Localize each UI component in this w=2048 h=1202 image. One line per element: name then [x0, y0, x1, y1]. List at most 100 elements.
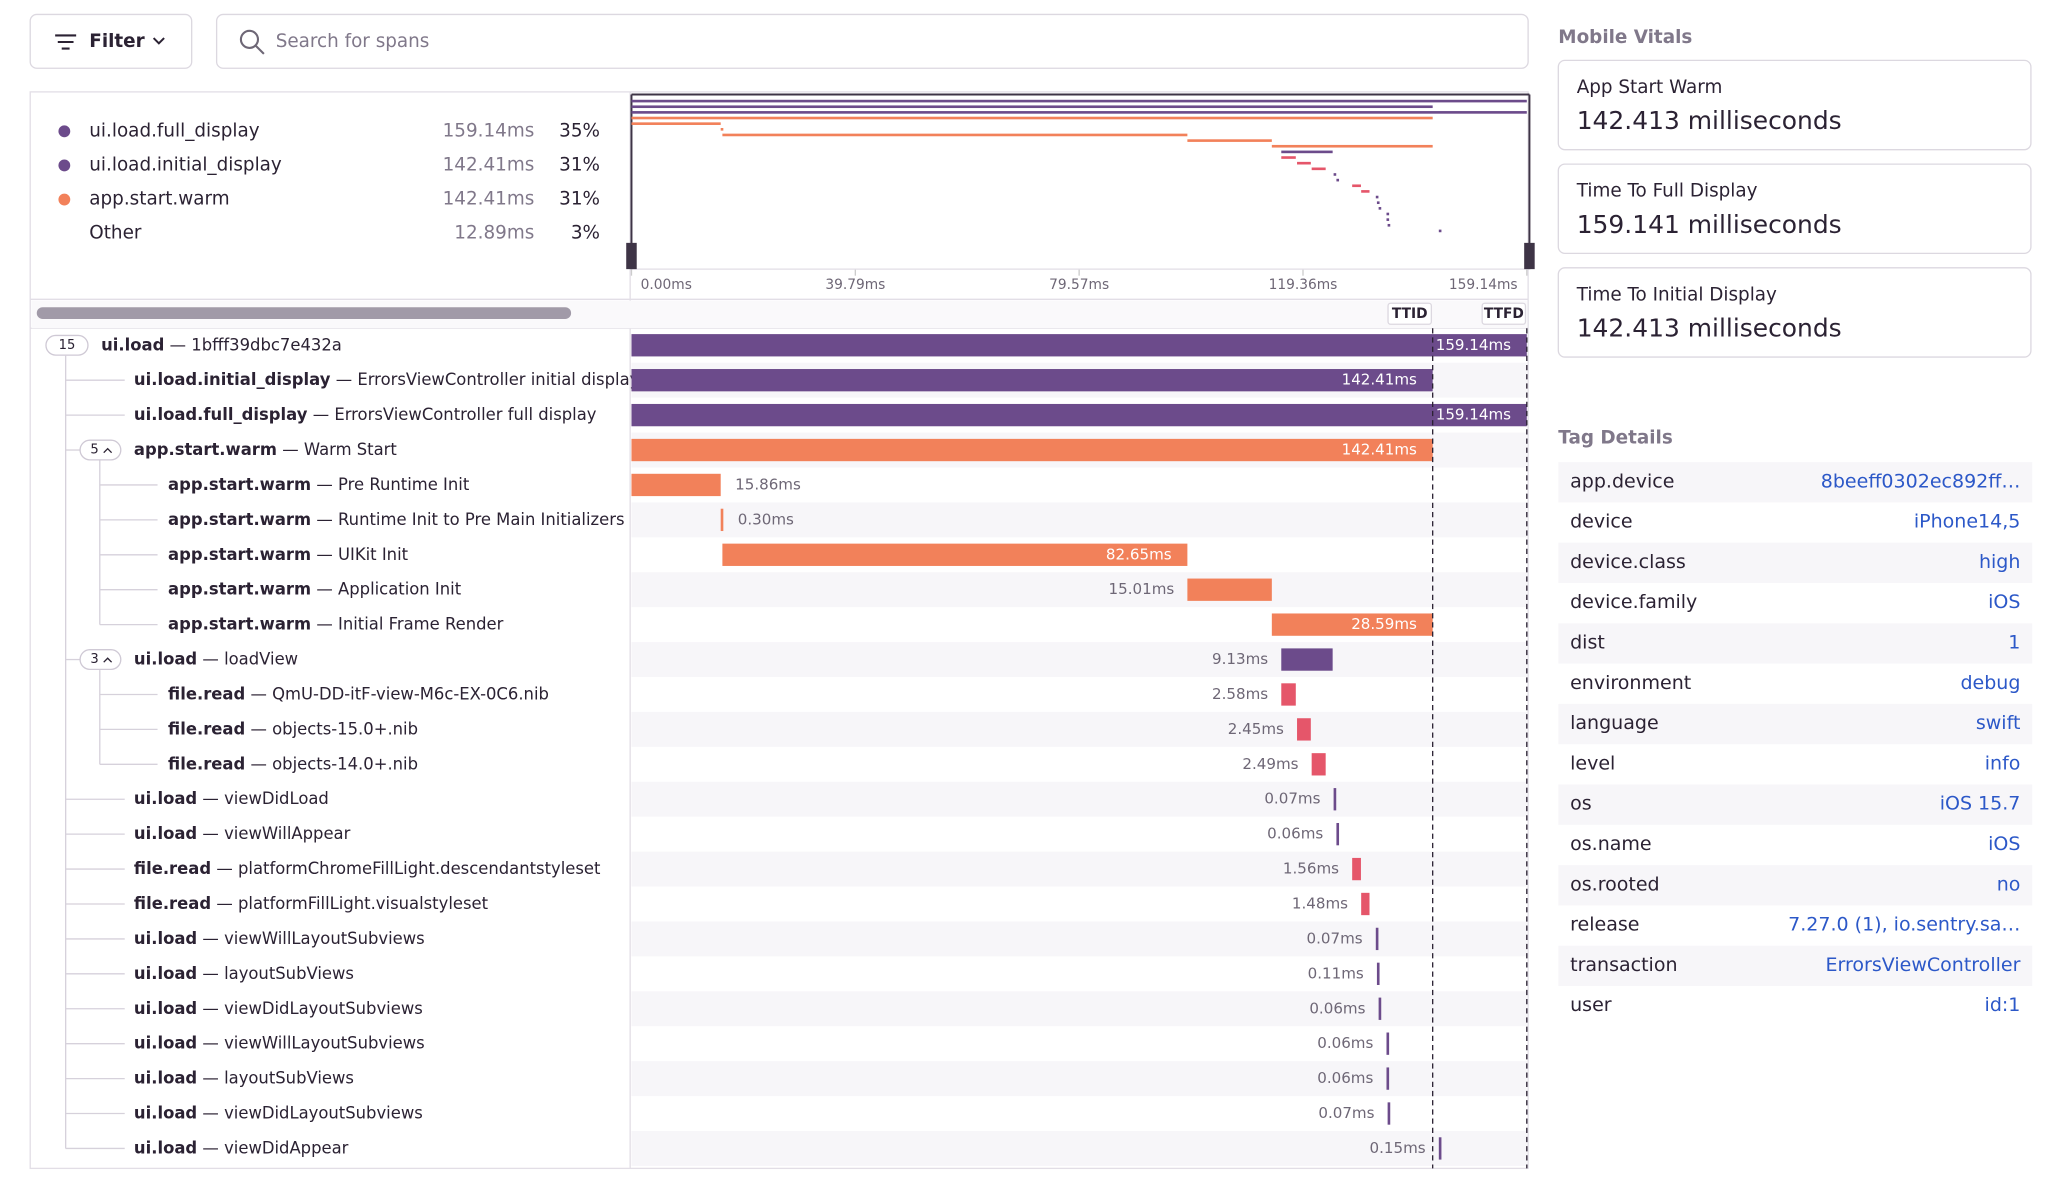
minimap-handle[interactable]: [626, 242, 637, 270]
row-bg: [631, 921, 1527, 957]
span-duration: 142.41ms: [1342, 371, 1417, 389]
span-title: app.start.warm — UIKit Init: [168, 544, 409, 563]
vital-card: [1557, 59, 2032, 151]
tag-value[interactable]: no: [1997, 873, 2021, 895]
span-duration: 82.65ms: [1106, 545, 1172, 563]
tag-value[interactable]: info: [1985, 752, 2021, 774]
section-title: Mobile Vitals: [1558, 27, 1692, 48]
span-bar[interactable]: [1281, 648, 1333, 671]
tag-key: level: [1570, 752, 1615, 774]
span-bar[interactable]: [1378, 997, 1382, 1020]
span-bar[interactable]: [722, 543, 1188, 566]
span-title: app.start.warm — Pre Runtime Init: [168, 474, 470, 493]
minimap-span: [1438, 229, 1442, 233]
marker-badge: [1387, 302, 1433, 325]
tag-key: release: [1570, 914, 1639, 936]
span-bar[interactable]: [631, 438, 1433, 462]
tag-value[interactable]: iOS: [1988, 591, 2020, 613]
span-bar[interactable]: [1387, 1102, 1391, 1125]
tag-value[interactable]: iOS 15.7: [1940, 793, 2021, 815]
marker-badge: [1481, 302, 1527, 325]
span-op: ui.load: [134, 1103, 197, 1122]
row-bg: [631, 642, 1527, 678]
span-op: app.start.warm: [168, 579, 311, 598]
span-bar[interactable]: [631, 403, 1527, 427]
span-description: viewWillLayoutSubviews: [224, 1033, 425, 1052]
search-box[interactable]: [215, 13, 1529, 69]
filter-button[interactable]: [29, 13, 193, 69]
child-count-badge[interactable]: [79, 649, 122, 671]
span-title: ui.load — viewWillLayoutSubviews: [134, 1033, 425, 1052]
tag-value[interactable]: 8beeff0302ec892ff…: [1821, 470, 2021, 492]
span-bar[interactable]: [1311, 753, 1326, 776]
span-duration: 159.14ms: [1436, 406, 1511, 424]
span-bar[interactable]: [631, 473, 721, 497]
child-count-badge[interactable]: [45, 334, 89, 356]
span-description: Application Init: [338, 579, 462, 598]
span-duration: 1.56ms: [1283, 860, 1339, 878]
span-separator: —: [282, 440, 298, 459]
tag-value[interactable]: ErrorsViewController: [1825, 954, 2020, 976]
span-bar[interactable]: [631, 369, 1433, 392]
tag-value[interactable]: 7.27.0 (1), io.sentry.sa…: [1788, 914, 2020, 936]
span-bar[interactable]: [1187, 578, 1272, 601]
span-bar[interactable]: [720, 508, 724, 532]
search-icon: [255, 45, 265, 55]
minimap-span: [722, 133, 1188, 137]
tag-value[interactable]: iPhone14,5: [1914, 511, 2021, 533]
span-description: layoutSubViews: [224, 1068, 354, 1087]
tag-row-bg: [1558, 865, 2033, 906]
span-separator: —: [202, 789, 218, 808]
span-bar[interactable]: [1376, 962, 1380, 985]
span-bar[interactable]: [1386, 1067, 1390, 1090]
minimap-span: [1376, 201, 1380, 205]
tag-value[interactable]: id:1: [1985, 994, 2021, 1016]
child-count: 3: [90, 652, 98, 667]
minimap-span: [1375, 195, 1379, 199]
vital-value: 159.141 milliseconds: [1577, 210, 1842, 239]
minimap-handle[interactable]: [1524, 242, 1535, 270]
tag-value[interactable]: iOS: [1988, 833, 2020, 855]
span-title: ui.load — 1bfff39dbc7e432a: [101, 335, 342, 354]
span-description: viewDidLayoutSubviews: [224, 998, 423, 1017]
span-bar[interactable]: [1271, 613, 1433, 636]
minimap-span: [1187, 139, 1272, 142]
vital-value: 142.413 milliseconds: [1577, 314, 1842, 343]
span-op: ui.load: [134, 789, 197, 808]
span-separator: —: [216, 893, 232, 912]
span-duration: 0.11ms: [1308, 964, 1364, 982]
span-bar[interactable]: [1375, 927, 1379, 951]
span-bar[interactable]: [1361, 892, 1370, 916]
span-bar[interactable]: [1281, 683, 1296, 706]
span-title: file.read — QmU-DD-itF-view-M6c-EX-0C6.nib: [168, 684, 549, 703]
tag-value[interactable]: swift: [1976, 712, 2021, 734]
minimap-span: [1281, 156, 1296, 159]
span-bar[interactable]: [1333, 788, 1337, 811]
span-op: app.start.warm: [134, 440, 277, 459]
span-bar[interactable]: [1297, 718, 1311, 741]
minimap-span: [631, 116, 1433, 120]
tag-value[interactable]: debug: [1960, 672, 2020, 694]
span-duration: 9.13ms: [1212, 650, 1268, 668]
tag-value[interactable]: 1: [2008, 632, 2020, 654]
span-title: file.read — platformFillLight.visualstyles…: [134, 893, 489, 912]
minimap-span: [1297, 161, 1311, 165]
legend-name: Other: [89, 223, 142, 244]
row-bg: [631, 1061, 1527, 1097]
scrollbar[interactable]: [36, 307, 572, 320]
tag-value[interactable]: high: [1979, 551, 2020, 573]
span-title: app.start.warm — Runtime Init to Pre Main …: [168, 509, 624, 528]
span-op: file.read: [134, 859, 211, 878]
span-op: ui.load: [101, 335, 164, 354]
span-bar[interactable]: [631, 334, 1527, 357]
legend-duration: 142.41ms: [443, 189, 535, 210]
legend-duration: 159.14ms: [443, 120, 535, 141]
vital-card: [1557, 267, 2032, 358]
span-bar[interactable]: [1386, 1032, 1390, 1055]
span-bar[interactable]: [1438, 1137, 1442, 1160]
span-bar[interactable]: [1352, 857, 1361, 881]
span-description: UIKit Init: [338, 544, 409, 563]
child-count-badge[interactable]: [79, 439, 122, 461]
span-bar[interactable]: [1336, 822, 1340, 846]
